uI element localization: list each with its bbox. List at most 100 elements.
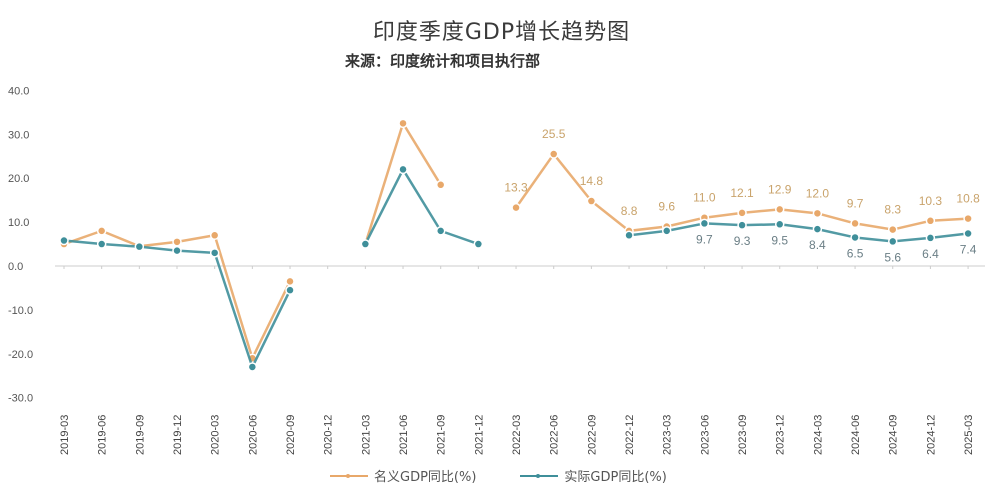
data-label: 12.0: [806, 186, 830, 200]
data-point[interactable]: [812, 208, 823, 219]
x-tick-label: 2019-09: [134, 415, 146, 455]
x-axis: 2019-03 2019-06 2019-09 2019-12 2020-03 2020-…: [59, 266, 975, 455]
x-tick-label: 2019-03: [59, 415, 71, 455]
chart-title: 印度季度GDP增长趋势图: [372, 20, 631, 45]
data-point[interactable]: [963, 228, 973, 239]
data-point[interactable]: [209, 248, 220, 258]
data-point[interactable]: [774, 219, 785, 230]
data-point[interactable]: [661, 226, 672, 236]
x-tick-label: 2025-03: [963, 415, 975, 455]
data-point[interactable]: [511, 202, 521, 213]
data-point[interactable]: [586, 196, 597, 206]
data-point[interactable]: [699, 218, 710, 229]
x-tick-label: 2021-03: [360, 415, 372, 455]
data-point[interactable]: [473, 239, 484, 249]
x-tick-label: 2023-06: [699, 415, 711, 455]
data-point[interactable]: [398, 118, 408, 129]
data-point[interactable]: [850, 218, 860, 229]
data-label: 12.9: [768, 182, 792, 196]
data-point[interactable]: [925, 233, 936, 243]
data-label: 8.3: [884, 203, 901, 217]
data-label: 14.8: [580, 174, 604, 188]
data-label: 9.7: [847, 196, 864, 210]
x-tick-label: 2022-09: [586, 415, 598, 455]
data-label: 5.6: [884, 250, 901, 264]
data-point[interactable]: [963, 213, 973, 224]
y-axis: 40.0 30.0 20.0 10.0 0.0 -10.0 -20.0 -30.0: [8, 85, 33, 404]
x-tick-label: 2022-03: [511, 415, 523, 455]
data-label: 11.0: [693, 191, 716, 205]
y-tick-label: 10.0: [8, 217, 29, 229]
legend-line-icon: [330, 473, 368, 478]
series-real: 9.7 9.3 9.5 8.4 6.5 5.6 6.4 7.4: [59, 164, 977, 372]
x-tick-label: 2020-03: [210, 415, 222, 455]
data-label: 12.1: [730, 186, 754, 200]
x-tick-label: 2022-12: [624, 415, 636, 455]
x-tick-label: 2021-12: [473, 415, 485, 455]
x-tick-label: 2019-06: [97, 415, 109, 455]
y-tick-label: -20.0: [8, 349, 33, 361]
data-point[interactable]: [850, 232, 860, 243]
data-label: 7.4: [960, 243, 977, 257]
data-point[interactable]: [247, 362, 258, 372]
data-label: 25.5: [542, 127, 566, 141]
data-point[interactable]: [285, 285, 295, 295]
x-tick-label: 2024-03: [812, 415, 824, 455]
data-label: 9.5: [771, 233, 788, 247]
data-point[interactable]: [737, 220, 747, 230]
x-tick-label: 2020-09: [285, 415, 297, 455]
data-point[interactable]: [209, 230, 220, 241]
legend-item-real[interactable]: 实际GDP同比(%): [520, 466, 667, 485]
data-point[interactable]: [172, 237, 182, 247]
data-label: 9.7: [696, 232, 713, 246]
series-nominal: 13.3 25.5 14.8 8.8 9.6 11.0 12.1 12.9 12.0 9.7 8.3…: [59, 118, 980, 363]
x-tick-label: 2024-09: [888, 415, 900, 455]
legend: 名义GDP同比(%) 实际GDP同比(%): [330, 466, 667, 485]
data-label: 10.3: [919, 194, 943, 208]
data-point[interactable]: [96, 239, 107, 249]
x-tick-label: 2023-12: [775, 415, 787, 455]
data-point[interactable]: [172, 245, 182, 256]
data-label: 6.4: [922, 247, 939, 261]
data-point[interactable]: [134, 241, 145, 252]
x-tick-label: 2024-12: [925, 415, 937, 455]
data-label: 8.4: [809, 238, 826, 252]
series-group: 13.3 25.5 14.8 8.8 9.6 11.0 12.1 12.9 12.0 9.7 8.3…: [59, 118, 980, 372]
data-point[interactable]: [887, 236, 898, 247]
data-label: 9.6: [658, 199, 675, 213]
y-tick-label: -30.0: [8, 393, 33, 405]
x-tick-label: 2021-06: [398, 415, 410, 455]
x-tick-label: 2021-09: [436, 415, 448, 455]
chart-subtitle: 来源：印度统计和项目执行部: [345, 52, 541, 70]
data-point[interactable]: [774, 204, 785, 215]
legend-item-nominal[interactable]: 名义GDP同比(%): [330, 466, 476, 485]
data-point[interactable]: [737, 208, 747, 218]
data-point[interactable]: [435, 180, 446, 190]
data-point[interactable]: [59, 235, 69, 246]
x-tick-label: 2024-06: [850, 415, 862, 455]
x-tick-label: 2023-03: [662, 415, 674, 455]
x-tick-label: 2020-12: [323, 415, 335, 455]
data-label: 6.5: [847, 246, 864, 260]
x-tick-label: 2019-12: [172, 415, 184, 455]
data-point[interactable]: [624, 230, 634, 241]
x-tick-label: 2020-06: [247, 415, 259, 455]
data-point[interactable]: [925, 216, 936, 226]
legend-label-nominal: 名义GDP同比(%): [374, 470, 477, 485]
data-label: 8.8: [621, 204, 638, 218]
data-point[interactable]: [96, 226, 107, 236]
data-label: 13.3: [504, 181, 528, 195]
y-tick-label: 20.0: [8, 173, 29, 185]
data-point[interactable]: [812, 224, 823, 234]
data-label: 9.3: [734, 234, 751, 248]
y-tick-label: 0.0: [8, 261, 23, 273]
data-point[interactable]: [435, 226, 446, 236]
data-point[interactable]: [398, 164, 408, 175]
x-tick-label: 2022-06: [549, 415, 561, 455]
data-point[interactable]: [887, 224, 898, 235]
legend-label-real: 实际GDP同比(%): [564, 470, 667, 485]
data-point[interactable]: [360, 239, 371, 249]
data-point[interactable]: [548, 149, 559, 159]
data-point[interactable]: [285, 276, 295, 287]
